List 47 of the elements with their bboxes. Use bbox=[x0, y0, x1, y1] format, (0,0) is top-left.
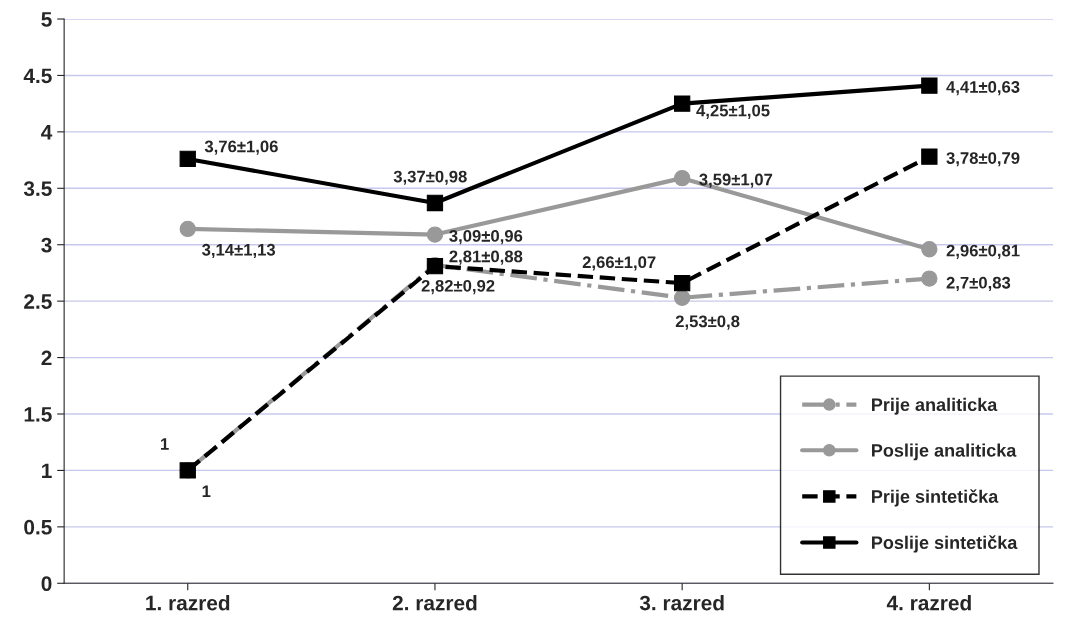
y-tick-label: 1.5 bbox=[24, 407, 52, 422]
point bbox=[426, 226, 444, 243]
x-tick-label: 2. razred bbox=[392, 595, 477, 611]
y-tick-label: 0.5 bbox=[24, 519, 52, 535]
data-label: 3,78±0,79 bbox=[946, 152, 1020, 167]
y-tick-label: 5 bbox=[41, 12, 52, 27]
data-label: 2,7±0,83 bbox=[946, 276, 1011, 292]
y-tick-label: 1 bbox=[42, 463, 52, 478]
x-tick-label: 3. razred bbox=[639, 595, 724, 611]
x-tick-label: 1. razred bbox=[146, 595, 230, 611]
data-label: 3,09±0,96 bbox=[449, 230, 523, 245]
data-label: 2,53±0,8 bbox=[675, 315, 740, 330]
point bbox=[179, 150, 196, 168]
point bbox=[674, 274, 691, 292]
data-label: 2,66±1,07 bbox=[582, 256, 656, 271]
legend-label: Prije sintetička bbox=[872, 489, 999, 507]
y-tick-label: 2 bbox=[41, 350, 52, 366]
x-tick-label: 4. razred bbox=[886, 595, 971, 611]
data-label: 1 bbox=[161, 438, 169, 450]
point bbox=[674, 289, 691, 306]
legend-label: Poslije analiticka bbox=[872, 443, 1017, 461]
data-label: 4,25±1,05 bbox=[696, 104, 770, 119]
data-label: 2,96±0,81 bbox=[946, 244, 1020, 259]
data-label: 3,14±1,13 bbox=[202, 243, 276, 259]
data-label: 3,76±1,06 bbox=[204, 140, 278, 155]
data-label: 3,37±0,98 bbox=[393, 170, 467, 185]
point bbox=[921, 241, 938, 258]
legend-label: Poslije sintetička bbox=[872, 535, 1018, 553]
data-label: 3,59±1,07 bbox=[699, 173, 773, 188]
point bbox=[921, 270, 938, 287]
y-tick-label: 4.5 bbox=[23, 68, 52, 84]
legend-label: Prije analiticka bbox=[872, 397, 998, 415]
y-tick-label: 3.5 bbox=[23, 181, 52, 197]
point bbox=[921, 148, 938, 165]
point bbox=[674, 169, 691, 187]
point bbox=[674, 95, 691, 112]
data-label: 4,41±0,63 bbox=[946, 81, 1020, 96]
y-tick-label: 2.5 bbox=[24, 294, 52, 309]
y-tick-label: 4 bbox=[41, 125, 53, 140]
point bbox=[921, 77, 938, 94]
y-tick-label: 3 bbox=[41, 237, 52, 253]
point bbox=[179, 220, 196, 238]
data-label: 2,81±0,88 bbox=[449, 250, 523, 265]
point bbox=[426, 194, 444, 212]
data-label: 1 bbox=[202, 485, 211, 497]
data-label: 2,82±0,92 bbox=[421, 279, 495, 295]
y-tick-label: 0 bbox=[41, 576, 52, 592]
